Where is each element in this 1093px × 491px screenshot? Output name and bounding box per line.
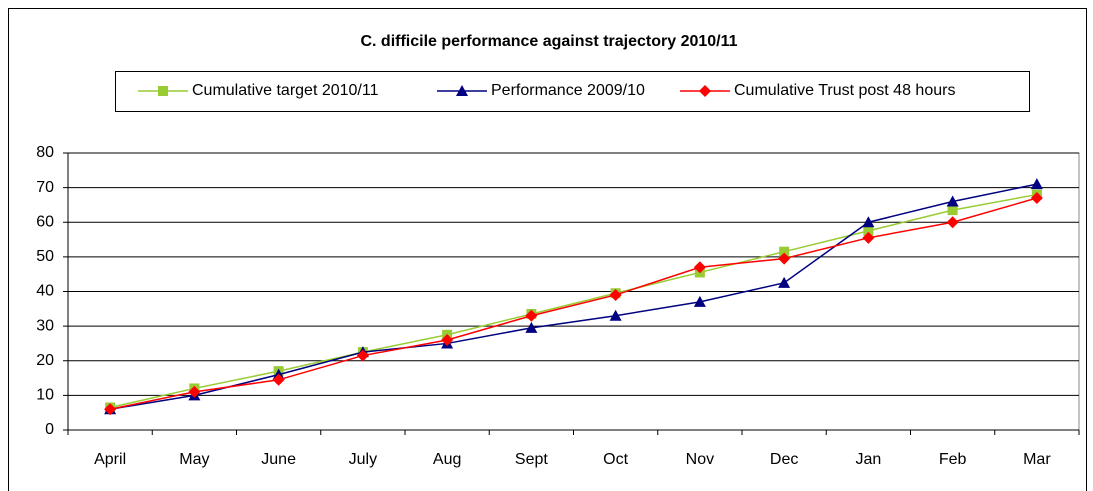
legend-label: Performance 2009/10 [491, 82, 645, 99]
data-point [779, 246, 790, 257]
data-point [104, 403, 117, 416]
data-point [693, 261, 706, 274]
data-point [1030, 178, 1043, 190]
data-point [356, 349, 369, 362]
legend-box [115, 71, 1030, 112]
series-line [109, 197, 1038, 410]
legend-marker [456, 85, 468, 96]
x-tick-label: July [349, 451, 377, 468]
data-point [863, 225, 874, 236]
x-tick-label: Oct [603, 451, 628, 468]
y-tick-label: 60 [36, 213, 54, 230]
data-point [778, 252, 791, 265]
x-tick-label: Mar [1023, 451, 1051, 468]
x-tick-label: Jan [855, 451, 881, 468]
data-point [525, 309, 538, 322]
data-point [947, 205, 958, 216]
x-tick-label: May [179, 451, 209, 468]
data-point [609, 309, 622, 321]
y-tick-label: 30 [36, 317, 54, 334]
y-tick-label: 20 [36, 352, 54, 369]
data-point [946, 216, 959, 229]
legend-marker [158, 86, 168, 96]
y-tick-label: 10 [36, 387, 54, 404]
legend-marker [699, 85, 711, 97]
data-point [188, 385, 201, 398]
y-tick-label: 40 [36, 283, 54, 300]
series-line [109, 193, 1038, 409]
data-point [525, 321, 538, 333]
legend-label: Cumulative Trust post 48 hours [734, 82, 955, 99]
data-point [862, 231, 875, 244]
data-point [778, 276, 791, 288]
x-tick-label: Aug [433, 451, 461, 468]
data-point [693, 295, 706, 307]
x-tick-label: June [261, 451, 296, 468]
data-point [441, 333, 454, 346]
y-tick-label: 80 [36, 144, 54, 161]
x-tick-label: Nov [686, 451, 714, 468]
y-tick-label: 0 [45, 421, 54, 438]
x-tick-label: April [94, 451, 126, 468]
y-tick-label: 70 [36, 179, 54, 196]
data-point [946, 195, 959, 207]
x-tick-label: Sept [515, 451, 548, 468]
x-tick-label: Feb [939, 451, 967, 468]
series-line [110, 183, 1038, 410]
data-point [609, 288, 622, 301]
legend-label: Cumulative target 2010/11 [192, 82, 379, 99]
y-tick-label: 50 [36, 248, 54, 265]
data-point [272, 373, 285, 386]
x-tick-label: Dec [770, 451, 798, 468]
data-point [1030, 192, 1043, 205]
chart-title: C. difficile performance against traject… [360, 33, 737, 50]
data-point [862, 216, 875, 228]
